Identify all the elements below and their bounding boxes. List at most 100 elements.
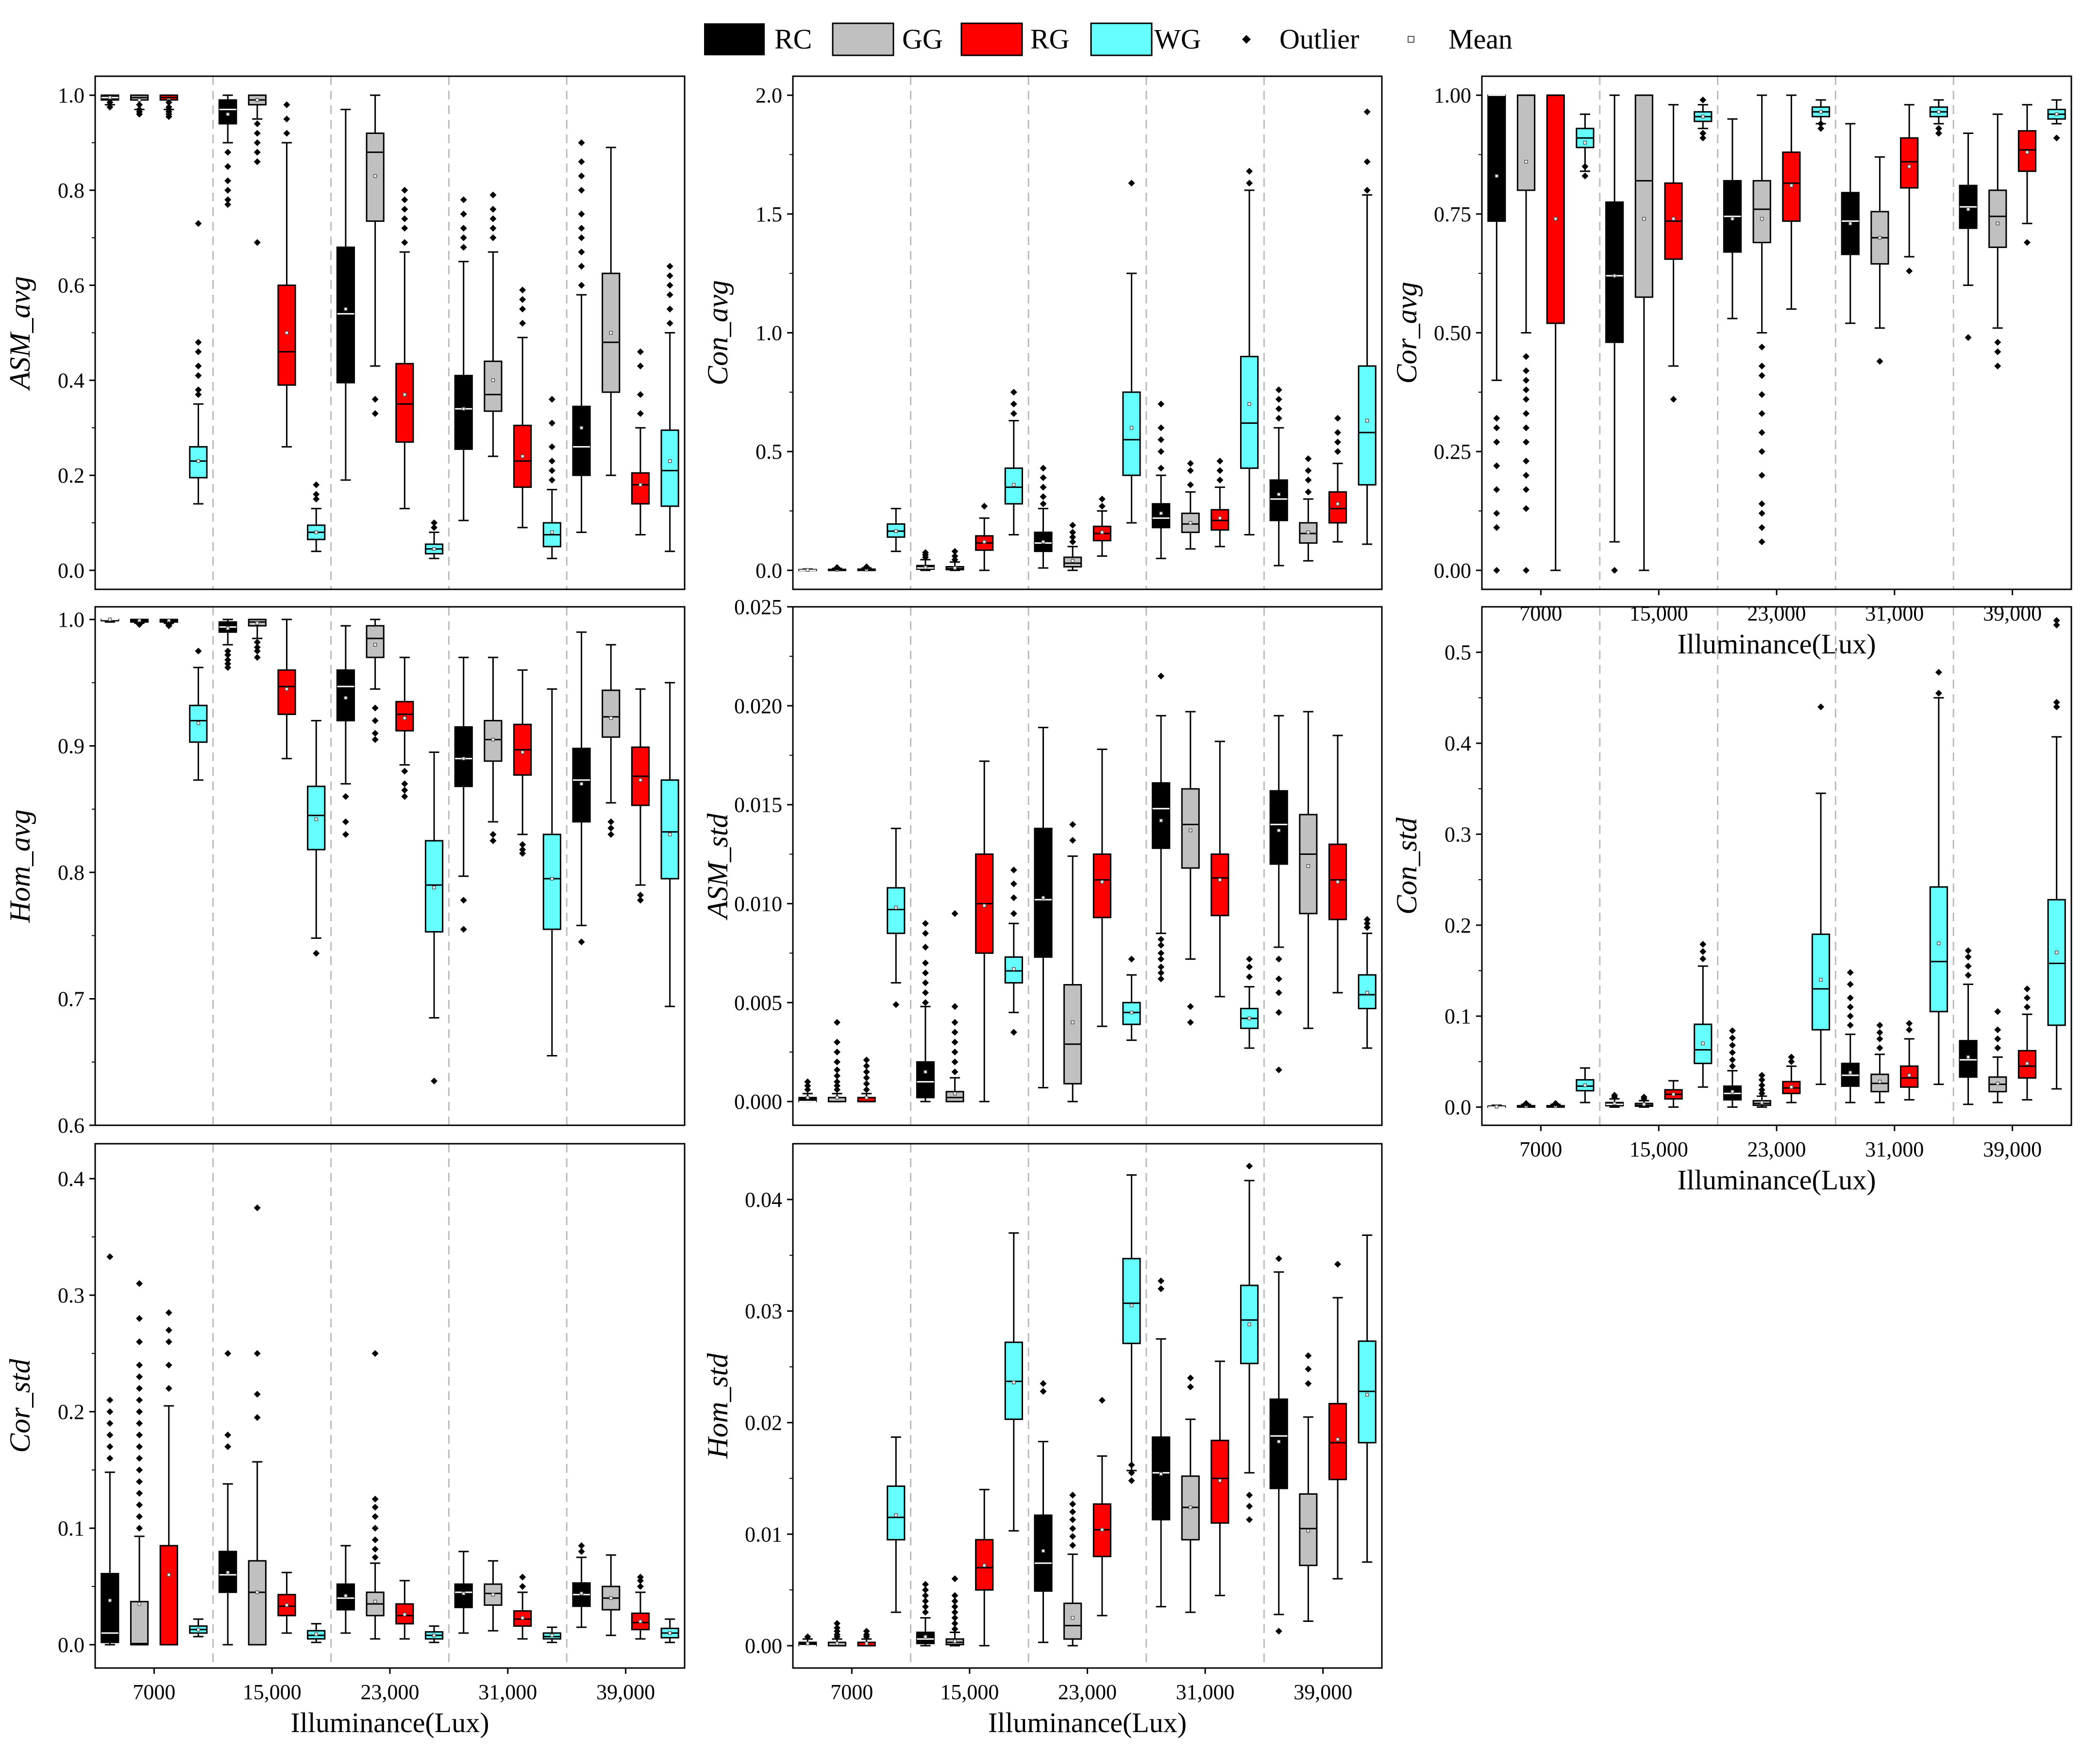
box-rg-23000 xyxy=(395,1580,414,1640)
outlier-point xyxy=(637,391,644,398)
mean-marker xyxy=(344,696,348,700)
y-axis-label: ASM_avg xyxy=(4,276,36,391)
x-tick-label: 23,000 xyxy=(1747,601,1806,625)
box-iqr xyxy=(1210,1439,1229,1524)
mean-marker xyxy=(835,1096,839,1100)
outlier-point xyxy=(951,1019,958,1026)
outlier-point xyxy=(1098,1397,1106,1404)
box-iqr xyxy=(1546,94,1565,324)
outlier-point xyxy=(195,348,202,355)
y-tick-label: 0.7 xyxy=(58,987,84,1011)
box-gg-31000 xyxy=(1870,1021,1889,1103)
x-tick-label: 31,000 xyxy=(1865,601,1924,625)
outlier-point xyxy=(1158,1277,1165,1285)
outlier-point xyxy=(951,1038,958,1046)
box-iqr xyxy=(1152,1436,1171,1520)
box-iqr xyxy=(1269,479,1288,521)
mean-marker xyxy=(806,1096,810,1100)
mean-marker xyxy=(344,307,348,311)
outlier-point xyxy=(431,1077,438,1085)
outlier-point xyxy=(2053,703,2060,711)
outlier-point xyxy=(578,1548,585,1555)
outlier-point xyxy=(342,793,349,800)
x-tick-label: 23,000 xyxy=(361,1680,420,1704)
outlier-point xyxy=(578,225,585,232)
outlier-point xyxy=(922,1598,929,1605)
box-rc-39000 xyxy=(1269,386,1288,567)
outlier-point xyxy=(1363,186,1371,194)
y-tick-label: 0.005 xyxy=(734,991,782,1015)
box-rc-23000 xyxy=(1723,1027,1742,1108)
outlier-point xyxy=(1876,1035,1883,1042)
outlier-point xyxy=(1523,457,1530,465)
outlier-point xyxy=(1305,1366,1312,1373)
outlier-point xyxy=(1040,500,1047,507)
outlier-point xyxy=(489,206,497,213)
outlier-point xyxy=(1935,130,1942,137)
mean-marker xyxy=(1100,1528,1104,1532)
box-rg-23000 xyxy=(1092,748,1111,1027)
mean-marker xyxy=(1907,1073,1911,1077)
box-gg-39000 xyxy=(602,644,621,838)
box-rc-39000 xyxy=(1959,947,1978,1105)
y-tick-label: 1.0 xyxy=(58,83,84,107)
mean-marker xyxy=(668,1631,672,1635)
box-rg-23000 xyxy=(1092,496,1111,557)
x-tick-label: 39,000 xyxy=(1983,601,2042,625)
mean-marker xyxy=(953,1639,957,1643)
mean-marker xyxy=(1365,418,1369,423)
outlier-point xyxy=(136,1408,143,1415)
outlier-point xyxy=(922,959,929,967)
outlier-point xyxy=(1216,476,1224,484)
y-tick-label: 0.0 xyxy=(1445,1096,1471,1119)
outlier-point xyxy=(1069,1516,1076,1523)
outlier-point xyxy=(1994,1008,2001,1015)
outlier-point xyxy=(1040,465,1047,472)
outlier-point xyxy=(1670,396,1677,403)
y-tick-label: 0.50 xyxy=(1434,321,1471,345)
outlier-point xyxy=(253,644,261,651)
outlier-point xyxy=(1758,391,1765,398)
mean-marker xyxy=(1613,274,1616,278)
mean-marker xyxy=(1306,1529,1310,1533)
mean-marker xyxy=(609,716,613,720)
outlier-point xyxy=(136,1315,143,1322)
box-rc-7000 xyxy=(798,1078,817,1102)
x-tick-label: 15,000 xyxy=(940,1680,999,1704)
mean-marker xyxy=(1336,880,1340,884)
outlier-point xyxy=(863,1086,870,1093)
outlier-point xyxy=(1523,410,1530,417)
outlier-point xyxy=(283,101,290,108)
outlier-point xyxy=(136,1338,143,1345)
outlier-point xyxy=(2023,985,2031,992)
outlier-point xyxy=(224,656,232,664)
panel-cor_avg: 0.00 0.25 0.50 0.75 1.00 Cor_avg 7000 15,000 23,… xyxy=(1391,75,2072,660)
mean-marker xyxy=(1365,1393,1369,1397)
outlier-point xyxy=(1128,1469,1135,1476)
outlier-point xyxy=(637,410,644,417)
mean-marker xyxy=(1365,991,1369,995)
outlier-point xyxy=(804,1082,811,1089)
outlier-point xyxy=(1010,894,1017,901)
box-gg-23000 xyxy=(1063,1491,1082,1647)
outlier-point xyxy=(804,1078,811,1085)
outlier-point xyxy=(578,158,585,166)
mean-marker xyxy=(1100,530,1104,534)
outlier-point xyxy=(253,239,261,246)
y-axis-label: Con_std xyxy=(1391,817,1423,915)
box-wg-39000 xyxy=(1358,1234,1377,1563)
box-iqr xyxy=(1181,788,1200,869)
outlier-point xyxy=(1788,1053,1795,1061)
box-rc-23000 xyxy=(1723,118,1742,319)
outlier-point xyxy=(951,1603,958,1610)
box-wg-7000 xyxy=(887,508,906,552)
box-rc-7000 xyxy=(798,1633,817,1647)
mean-marker xyxy=(1907,165,1911,168)
outlier-point xyxy=(401,206,408,213)
outlier-point xyxy=(1158,1285,1165,1292)
mean-marker xyxy=(1671,1092,1676,1097)
box-iqr xyxy=(454,1583,473,1608)
outlier-point xyxy=(1187,1374,1194,1382)
outlier-point xyxy=(253,149,261,156)
box-iqr xyxy=(484,1583,503,1606)
